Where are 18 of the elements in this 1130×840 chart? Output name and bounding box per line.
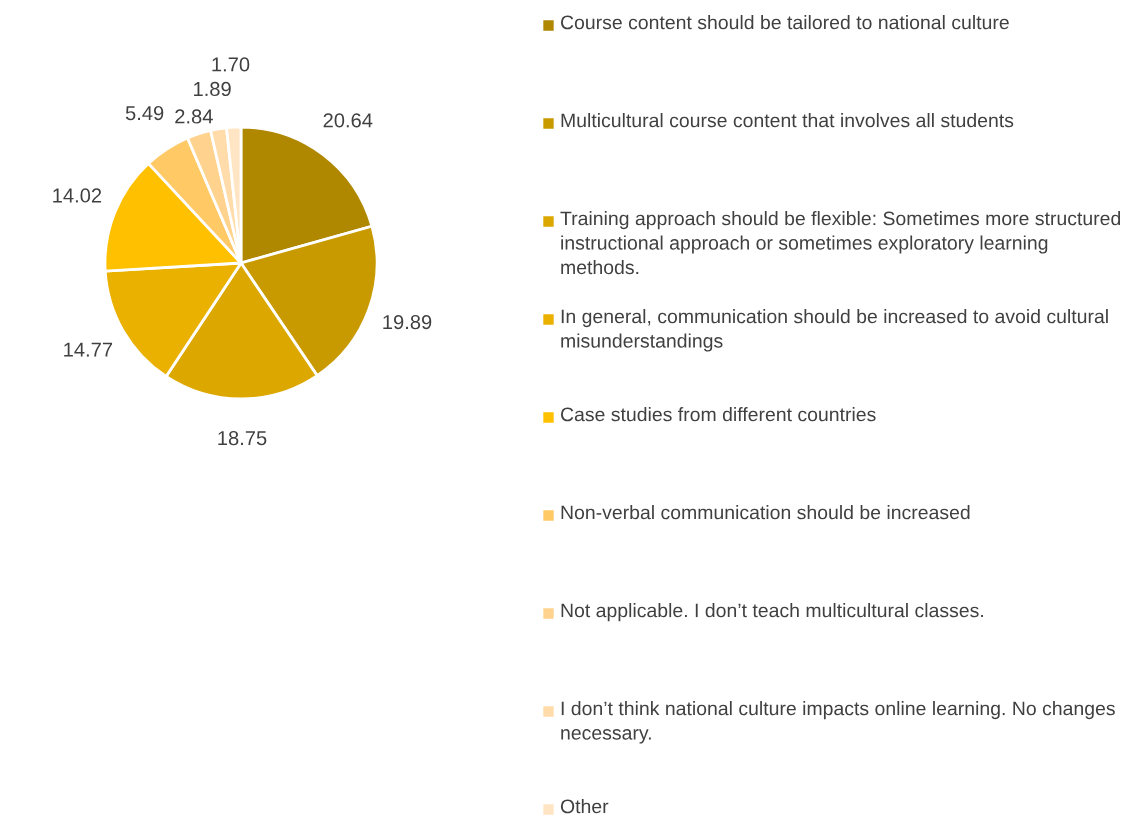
legend-label: Case studies from different countries bbox=[560, 407, 876, 422]
data-label: 20.64 bbox=[323, 113, 373, 128]
legend-label: Non-verbal communication should be increased bbox=[561, 505, 970, 520]
data-label: 18.75 bbox=[218, 430, 267, 446]
data-label: 2.84 bbox=[175, 109, 213, 124]
data-label: 1.89 bbox=[194, 81, 231, 97]
data-label: 14.77 bbox=[64, 342, 113, 357]
data-label: 19.89 bbox=[383, 314, 432, 330]
legend-label: Not applicable. I don’t teach multicultural classes. bbox=[561, 603, 983, 622]
data-label: 5.49 bbox=[125, 105, 164, 121]
legend-label: I don’t think national culture impacts online learning. No changes necessary. bbox=[561, 701, 1115, 744]
legend-label: Course content should be tailored to national culture bbox=[560, 15, 1009, 30]
data-label: 1.70 bbox=[212, 57, 250, 72]
legend-label: In general, communication should be increased to avoid cultural misunderstandings bbox=[561, 309, 1108, 352]
legend-label: Multicultural course content that involves all students bbox=[561, 113, 1014, 128]
data-label: 14.02 bbox=[53, 188, 102, 203]
legend-label: Other bbox=[560, 799, 609, 814]
legend-label: Training approach should be flexible: Sometimes more structured instructional approach or sometimes exploratory learning methods. bbox=[560, 211, 1121, 275]
